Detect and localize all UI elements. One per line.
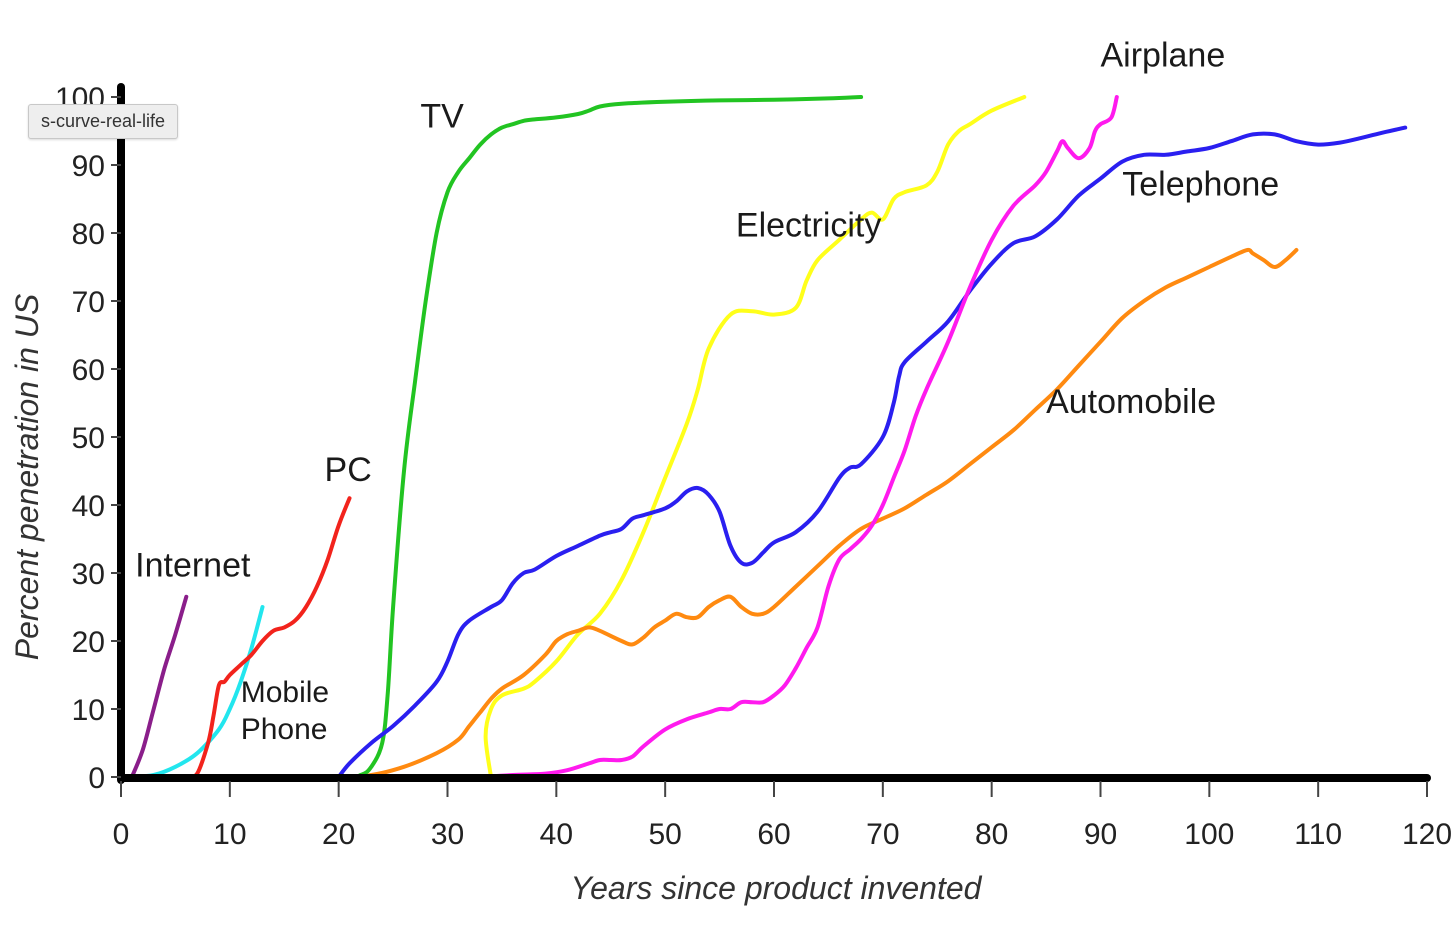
x-tick-label: 20 xyxy=(322,818,355,851)
y-tick-label: 10 xyxy=(72,694,105,727)
series-layer xyxy=(119,95,1408,780)
series-line-telephone xyxy=(336,125,1408,779)
x-tick-label: 60 xyxy=(757,818,790,851)
y-tick-label: 60 xyxy=(72,354,105,387)
y-tick-label: 0 xyxy=(88,762,105,795)
x-tick-label: 30 xyxy=(431,818,464,851)
x-tick-label: 50 xyxy=(648,818,681,851)
x-tick-label: 120 xyxy=(1402,818,1452,851)
x-tick-label: 80 xyxy=(975,818,1008,851)
x-tick-label: 0 xyxy=(113,818,130,851)
series-label-automobile: Automobile xyxy=(1046,383,1216,421)
series-line-electricity xyxy=(483,95,1027,779)
y-axis-title: Percent penetration in US xyxy=(9,294,45,660)
image-name-tooltip: s-curve-real-life xyxy=(28,104,179,139)
x-axis-title: Years since product invented xyxy=(571,870,983,906)
series-label-mobile-phone: Mobile Phone xyxy=(241,676,329,746)
labels-layer: TV Electricity Airplane Telephone Automobile… xyxy=(135,36,1279,746)
series-label-electricity: Electricity xyxy=(736,206,881,244)
series-label-pc: PC xyxy=(325,451,372,489)
x-tick-label: 10 xyxy=(213,818,246,851)
x-tick-label: 90 xyxy=(1084,818,1117,851)
series-label-airplane: Airplane xyxy=(1101,36,1226,74)
series-label-internet: Internet xyxy=(135,546,251,584)
series-label-tv: TV xyxy=(420,98,464,136)
series-line-pc xyxy=(184,496,352,780)
x-tick-label: 40 xyxy=(540,818,573,851)
x-tick-label: 110 xyxy=(1294,818,1342,851)
x-tick-label: 100 xyxy=(1184,818,1234,851)
y-tick-label: 70 xyxy=(72,286,105,319)
y-tick-label: 80 xyxy=(72,218,105,251)
y-tick-label: 90 xyxy=(72,150,105,183)
series-line-airplane xyxy=(478,95,1119,779)
series-label-telephone: Telephone xyxy=(1122,166,1279,204)
series-line-internet xyxy=(129,594,189,779)
axes-layer xyxy=(117,83,1431,784)
y-tick-label: 30 xyxy=(72,558,105,591)
series-line-automobile xyxy=(119,247,1299,780)
y-tick-label: 20 xyxy=(72,626,105,659)
y-tick-label: 40 xyxy=(72,490,105,523)
y-tick-label: 50 xyxy=(72,422,105,455)
x-tick-label: 70 xyxy=(866,818,899,851)
